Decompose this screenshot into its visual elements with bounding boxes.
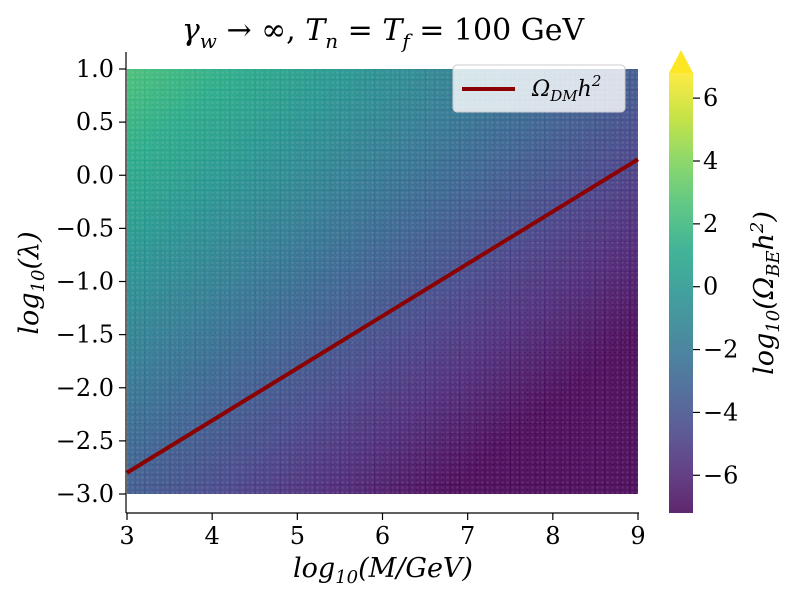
y-tick-label: −1.0	[56, 268, 114, 296]
x-tick-label: 6	[375, 522, 390, 550]
heatmap-marker-texture	[127, 69, 638, 494]
y-axis-label: log10(λ)	[14, 231, 49, 334]
x-axis-label: log10(M/GeV)	[293, 553, 473, 588]
colorbar-tick-label: −4	[703, 398, 738, 426]
colorbar-tick-label: −6	[703, 461, 738, 489]
legend: ΩDMh2	[452, 64, 626, 113]
colorbar-tick-label: 0	[703, 273, 718, 301]
colorbar-tick-label: 2	[703, 210, 718, 238]
colorbar	[669, 73, 693, 513]
y-tick-label: 0.0	[76, 161, 114, 189]
x-tick-label: 4	[205, 522, 220, 550]
y-axis-ticks: 1.0 0.5 0.0 −0.5 −1.0 −1.5 −2.0 −2.5 −3.0	[56, 55, 126, 508]
legend-label: ΩDMh2	[531, 72, 601, 105]
x-tick-label: 9	[630, 522, 645, 550]
colorbar-extend-arrow	[669, 50, 693, 73]
y-tick-label: 0.5	[76, 108, 114, 136]
colorbar-ticks: 6 4 2 0 −2 −4 −6	[693, 84, 738, 489]
colorbar-label: log10(ΩBEh2)	[747, 211, 784, 375]
legend-box	[452, 64, 626, 113]
x-tick-label: 8	[545, 522, 560, 550]
colorbar-tick-label: 4	[703, 147, 718, 175]
x-axis-ticks: 3 4 5 6 7 8 9	[119, 513, 646, 550]
colorbar-tick-label: 6	[703, 84, 718, 112]
x-tick-label: 7	[460, 522, 475, 550]
chart-title: γw → ∞, Tn = Tf = 100 GeV	[182, 13, 586, 53]
x-tick-label: 5	[290, 522, 305, 550]
series-line-omega-dm	[125, 157, 640, 475]
colorbar-tick-label: −2	[703, 336, 738, 364]
y-tick-label: −2.5	[56, 427, 114, 455]
y-tick-label: −0.5	[56, 214, 114, 242]
y-tick-label: 1.0	[76, 55, 114, 83]
y-tick-label: −2.0	[56, 374, 114, 402]
x-tick-label: 3	[119, 522, 134, 550]
y-tick-label: −3.0	[56, 480, 114, 508]
y-tick-label: −1.5	[56, 321, 114, 349]
